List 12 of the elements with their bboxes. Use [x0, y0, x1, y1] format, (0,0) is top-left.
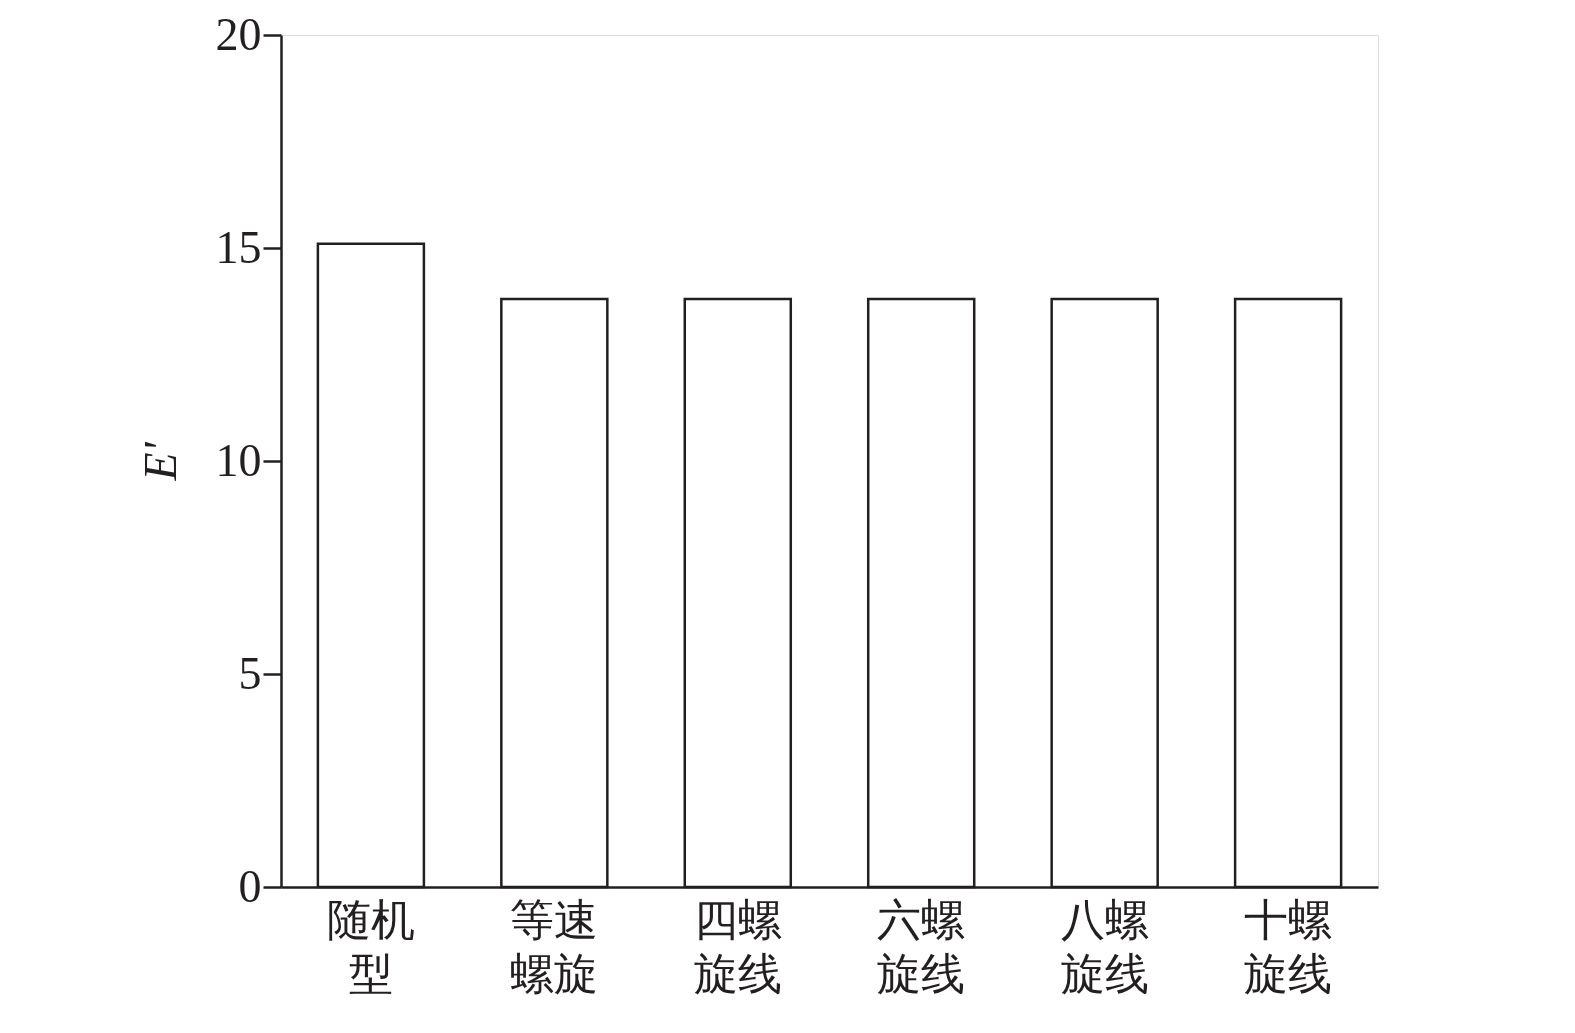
y-tick-label: 15: [215, 221, 262, 273]
y-tick-label: 20: [215, 8, 262, 60]
x-tick-label: 八螺旋线: [1060, 893, 1149, 999]
y-axis-title: E': [134, 441, 186, 482]
y-tick-label: 10: [215, 434, 262, 486]
x-tick-label: 四螺旋线: [693, 893, 782, 999]
y-tick-label: 5: [238, 647, 262, 699]
x-tick-label: 六螺旋线: [877, 893, 966, 999]
x-tick-label: 等速螺旋: [510, 893, 599, 999]
x-tick-label: 随机型: [326, 893, 415, 999]
y-tick-label: 0: [238, 860, 262, 912]
x-tick-label: 十螺旋线: [1244, 893, 1333, 999]
